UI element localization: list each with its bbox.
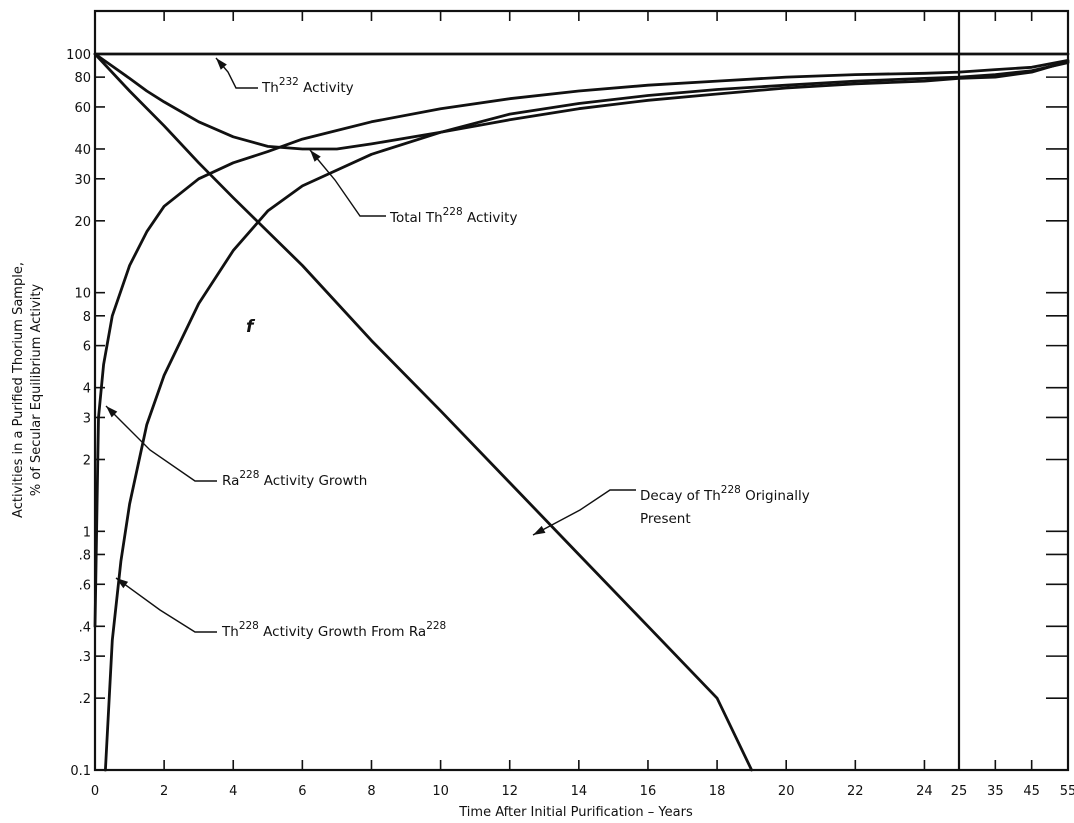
y-tick-label-1: .2 [79,692,91,707]
label-decay-th228: Decay of Th228 Originally [640,484,810,504]
y-tick-label-2: .3 [79,650,91,665]
series-line-th228-growth-from-ra228 [104,61,1070,772]
label-thg-sup: 228 [239,620,259,632]
decay-arrowhead [533,525,546,535]
y-axis-title-line2: % of Secular Equilibrium Activity [29,284,44,497]
x-tick-label-0: 0 [91,784,99,799]
decay-leader [532,489,636,536]
plot-frame [93,9,1070,772]
label-ra-sup: 228 [239,469,259,481]
y-tick-label-16: 60 [74,101,91,116]
x-tick-label-3: 6 [298,784,306,799]
x-tick-label-15: 45 [1023,784,1040,799]
y-tick-label-12: 10 [74,287,91,302]
tick-marks [94,11,1069,771]
stray-mark: f [246,317,256,337]
x-tick-label-5: 10 [432,784,449,799]
y-tick-label-3: .4 [79,620,91,635]
x-tick-label-8: 16 [640,784,657,799]
x-tick-label-4: 8 [367,784,375,799]
x-tick-label-13: 25 [951,784,968,799]
label-decay-line2: Present [640,511,691,527]
y-tick-label-11: 8 [83,310,91,325]
x-tick-labels: 0 2 4 6 8 10 12 14 16 18 20 22 24 25 35 45 55 [91,784,1074,799]
th232-arrowhead [216,58,227,70]
x-tick-label-14: 35 [987,784,1004,799]
y-tick-label-14: 30 [74,173,91,188]
y-tick-label-4: .6 [79,578,91,593]
x-tick-label-11: 22 [847,784,864,799]
x-tick-label-10: 20 [778,784,795,799]
y-tick-label-7: 2 [83,453,91,468]
total-leader [309,149,386,217]
series-line-total-th228-activity [93,52,1070,151]
label-ra228-growth: Ra228 Activity Growth [222,469,367,489]
y-tick-label-10: 6 [83,340,91,355]
label-th232-rest: Activity [299,80,354,96]
label-ra-rest: Activity Growth [259,473,367,489]
ra-leader [105,405,217,482]
y-tick-label-6: 1 [83,525,91,540]
annotation-leaders [105,57,636,633]
label-thg-rest: Activity Growth From Ra [259,624,426,640]
y-tick-label-0: 0.1 [70,764,91,779]
label-th232-activity: Th232 Activity [261,76,354,96]
label-ra-base: Ra [222,473,239,489]
series-lines [93,52,1070,772]
label-th228-growth: Th228 Activity Growth From Ra228 [221,620,446,640]
thgrowth-leader [115,577,217,633]
y-axis-title-line1: Activities in a Purified Thorium Sample, [11,262,26,518]
x-axis-title: Time After Initial Purification – Years [458,805,693,820]
y-tick-label-17: 80 [74,71,91,86]
x-tick-label-16: 55 [1060,784,1074,799]
y-tick-label-5: .8 [79,548,91,563]
y-tick-label-15: 40 [74,143,91,158]
label-thg-base: Th [221,624,239,640]
label-total-base: Total Th [389,210,443,226]
x-tick-label-1: 2 [160,784,168,799]
y-tick-label-8: 3 [83,411,91,426]
x-tick-label-9: 18 [709,784,726,799]
y-axis-title: Activities in a Purified Thorium Sample,… [11,262,44,518]
label-decay-rest: Originally [741,488,810,504]
total-arrowhead [310,150,321,162]
y-tick-labels: 0.1 .2 .3 .4 .6 .8 1 2 3 4 6 8 10 20 30 40 60 80 100 [66,48,91,779]
label-total-sup: 228 [443,206,463,218]
y-tick-label-13: 20 [74,215,91,230]
x-tick-label-2: 4 [229,784,237,799]
label-decay-sup: 228 [721,484,741,496]
y-tick-label-18: 100 [66,48,91,63]
label-total-rest: Activity [463,210,518,226]
label-th232-base: Th [261,80,279,96]
series-line-ra228-growth [93,59,1070,628]
x-tick-label-12: 24 [916,784,933,799]
x-tick-label-7: 14 [571,784,588,799]
ra-arrowhead [106,406,118,418]
label-th232-sup: 232 [279,76,299,88]
thgrowth-arrowhead [116,578,129,589]
y-tick-label-9: 4 [83,382,91,397]
series-line-decay-th228-original [93,52,753,772]
label-thg-sup2: 228 [426,620,446,632]
x-tick-label-6: 12 [501,784,518,799]
label-decay-base: Decay of Th [640,488,721,504]
label-total-th228: Total Th228 Activity [389,206,517,226]
